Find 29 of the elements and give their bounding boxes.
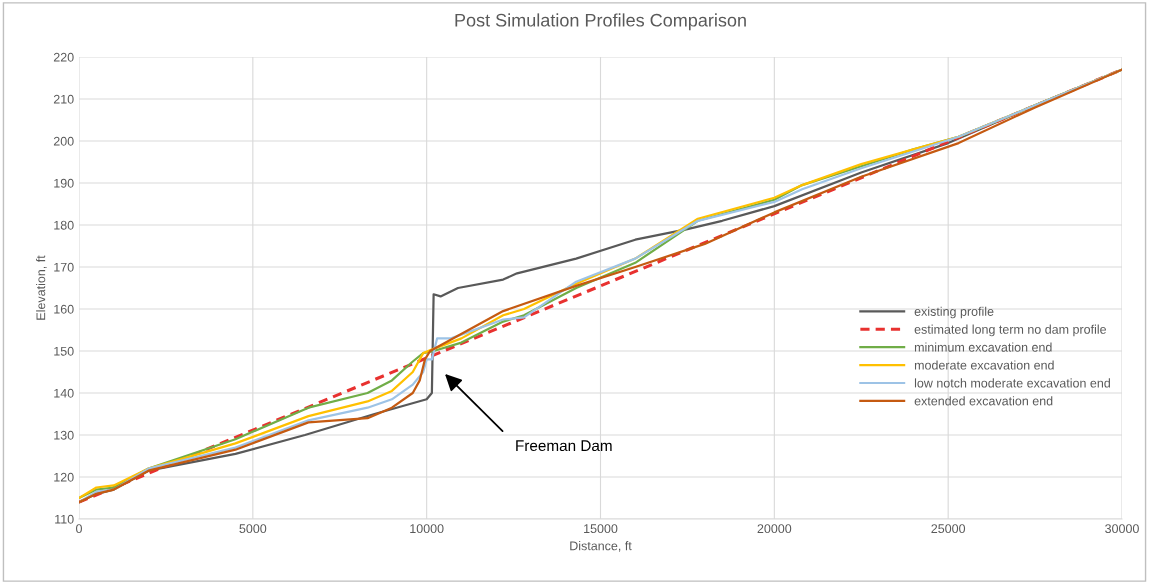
chart-title: Post Simulation Profiles Comparison xyxy=(455,13,746,31)
x-tick-label: 30000 xyxy=(1105,524,1139,534)
y-tick-label: 190 xyxy=(54,178,74,188)
legend-label: existing profile xyxy=(914,306,994,319)
legend-label: extended excavation end xyxy=(914,396,1053,406)
y-tick-label: 130 xyxy=(54,430,74,440)
y-axis-title: Elevation, ft xyxy=(36,255,47,320)
x-tick-label: 10000 xyxy=(410,524,444,534)
y-tick-label: 140 xyxy=(54,388,74,398)
y-tick-label: 160 xyxy=(54,304,74,314)
x-tick-label: 5000 xyxy=(239,524,267,534)
legend-label: low notch moderate excavation end xyxy=(914,378,1110,388)
y-tick-label: 170 xyxy=(54,262,74,272)
x-tick-label: 25000 xyxy=(931,524,966,534)
y-tick-label: 150 xyxy=(54,346,74,356)
x-tick-label: 15000 xyxy=(584,524,618,534)
x-axis-title: Distance, ft xyxy=(570,541,632,552)
y-tick-label: 120 xyxy=(54,472,74,482)
y-tick-label: 110 xyxy=(55,514,74,524)
y-tick-label: 210 xyxy=(53,94,74,104)
legend-label: minimum excavation end xyxy=(914,342,1052,352)
legend-label: moderate excavation end xyxy=(914,360,1054,370)
y-tick-label: 220 xyxy=(53,52,74,62)
x-tick-label: 0 xyxy=(76,524,82,534)
legend-label: estimated long term no dam profile xyxy=(914,324,1107,337)
annotation: Freeman Dam xyxy=(516,440,612,452)
y-tick-label: 200 xyxy=(53,136,74,146)
x-tick-label: 20000 xyxy=(757,524,792,534)
y-tick-label: 180 xyxy=(54,220,74,230)
